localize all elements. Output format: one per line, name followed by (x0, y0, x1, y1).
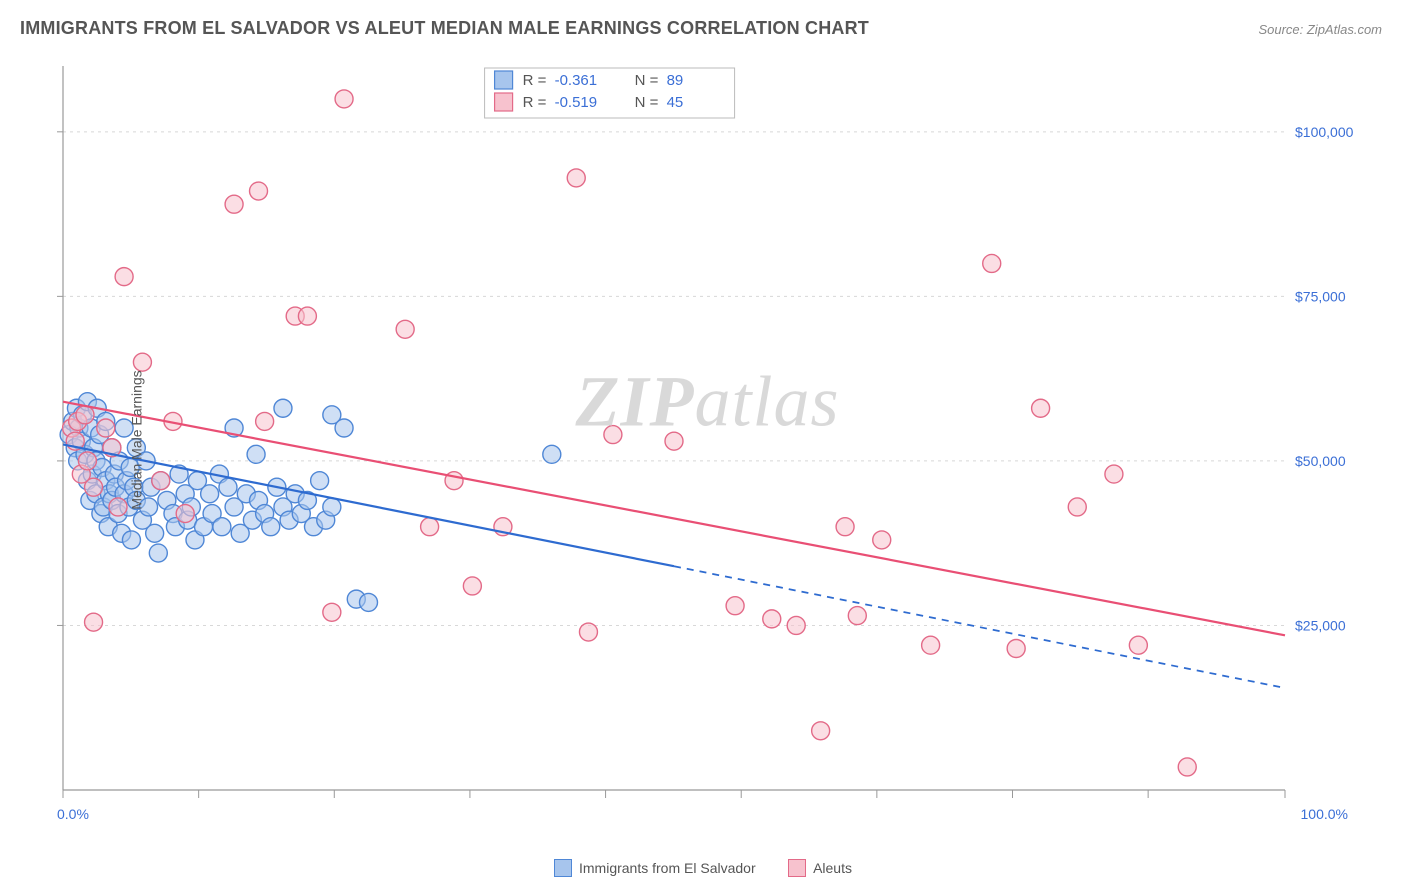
y-axis-label: Median Male Earnings (129, 370, 145, 509)
svg-text:N =: N = (635, 72, 659, 89)
svg-text:-0.361: -0.361 (555, 72, 598, 89)
x-axis-min-label: 0.0% (57, 806, 89, 822)
svg-text:$75,000: $75,000 (1295, 288, 1346, 304)
bottom-legend: Immigrants from El Salvador Aleuts (0, 859, 1406, 882)
legend-swatch-el-salvador (554, 859, 572, 877)
svg-text:45: 45 (667, 94, 684, 111)
svg-text:N =: N = (635, 94, 659, 111)
svg-text:R =: R = (523, 72, 547, 89)
chart-container: IMMIGRANTS FROM EL SALVADOR VS ALEUT MED… (0, 0, 1406, 892)
source-attribution: Source: ZipAtlas.com (1258, 22, 1382, 37)
legend-swatch-aleuts (788, 859, 806, 877)
legend-label-el-salvador: Immigrants from El Salvador (579, 860, 756, 876)
chart-title: IMMIGRANTS FROM EL SALVADOR VS ALEUT MED… (20, 18, 869, 39)
legend-item-aleuts: Aleuts (788, 859, 852, 877)
svg-text:$50,000: $50,000 (1295, 453, 1346, 469)
svg-text:$25,000: $25,000 (1295, 617, 1346, 633)
svg-text:89: 89 (667, 72, 684, 89)
svg-text:-0.519: -0.519 (555, 94, 598, 111)
svg-text:R =: R = (523, 94, 547, 111)
plot-area: Median Male Earnings $25,000 $50,000 $75,0… (55, 60, 1360, 820)
chart-svg: $25,000 $50,000 $75,000 $100,000 R = -0.361 N… (55, 60, 1360, 820)
x-axis-max-label: 100.0% (1301, 806, 1348, 822)
legend-label-aleuts: Aleuts (813, 860, 852, 876)
legend-item-el-salvador: Immigrants from El Salvador (554, 859, 756, 877)
svg-text:$100,000: $100,000 (1295, 124, 1354, 140)
